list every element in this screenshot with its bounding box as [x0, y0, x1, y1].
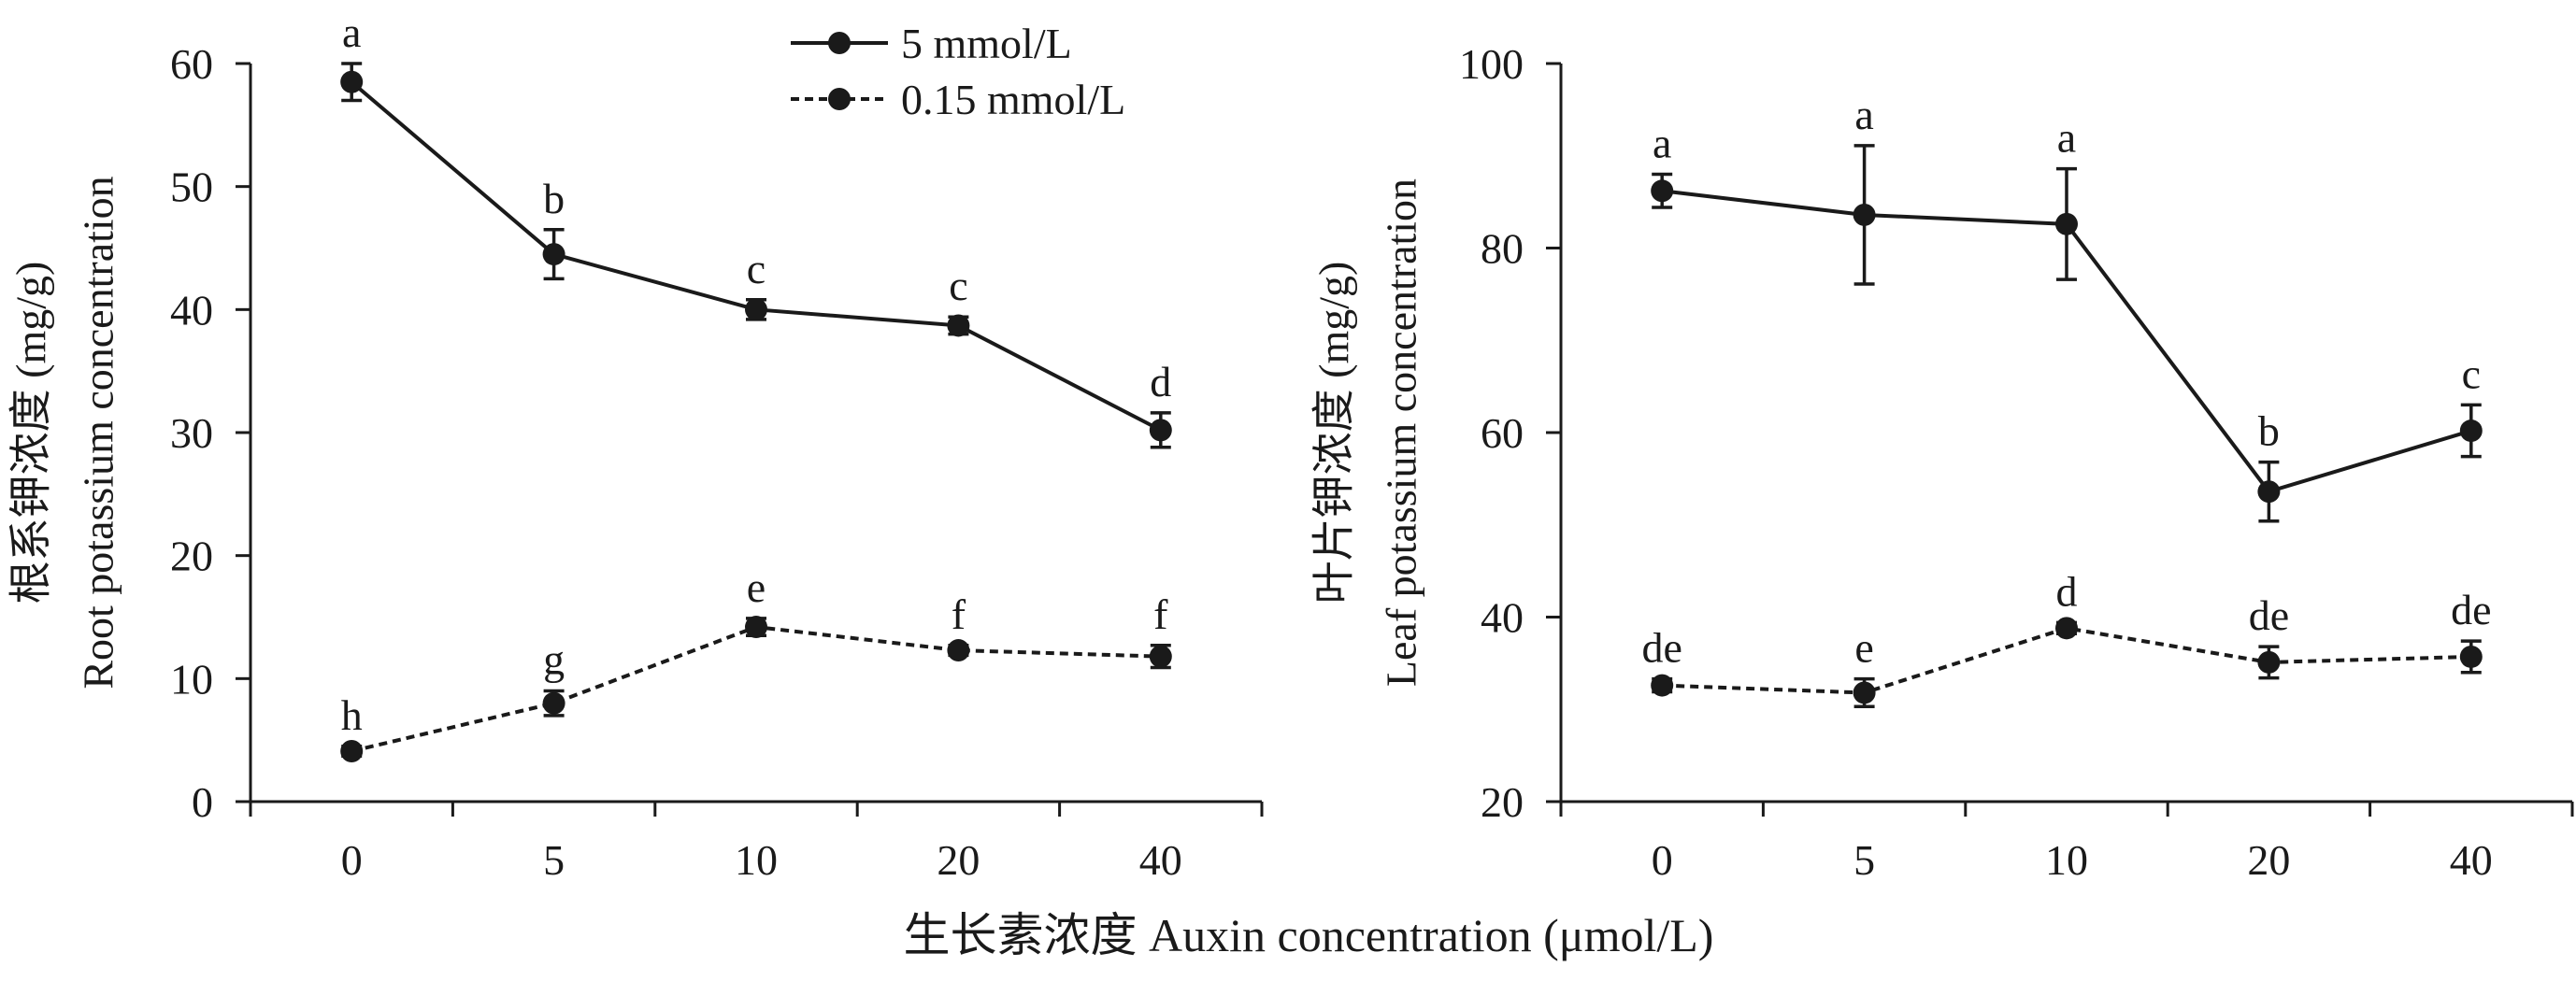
y-tick-label: 60 [1481, 409, 1524, 457]
data-point [1853, 203, 1876, 226]
significance-letter: c [949, 262, 967, 309]
y-tick-label: 40 [170, 286, 213, 334]
data-point [947, 314, 970, 337]
data-point [2459, 645, 2483, 668]
data-point [1149, 645, 1172, 668]
y-axis-label-en: Root potassium concentration [75, 176, 122, 689]
x-axis-label: 生长素浓度 Auxin concentration (μmol/L) [904, 909, 1714, 961]
data-point [1651, 674, 1674, 697]
significance-letter: a [1854, 91, 1873, 138]
data-point [2257, 650, 2281, 674]
y-axis-label-cn: 叶片钾浓度 (mg/g) [1310, 262, 1358, 604]
data-point [1149, 419, 1172, 442]
legend-label: 0.15 mmol/L [901, 76, 1125, 123]
data-point [947, 639, 970, 662]
significance-letter: b [543, 175, 565, 222]
leaf-panel: 20 40 60 80 100 0 5 10 20 40 叶片钾浓度 (mg/g) Leaf pota… [1310, 40, 2574, 884]
significance-letter: h [341, 691, 363, 739]
legend-label: 5 mmol/L [901, 20, 1072, 67]
y-tick-label: 100 [1459, 40, 1524, 88]
significance-letter: de [1641, 624, 1682, 672]
data-point [1853, 681, 1876, 704]
significance-letter: d [1150, 358, 1171, 405]
significance-letter: e [747, 563, 766, 611]
significance-letter: a [342, 8, 361, 56]
y-tick-label: 60 [170, 40, 213, 88]
x-tick-label: 0 [1652, 836, 1673, 884]
data-point [1651, 179, 1674, 203]
x-tick-label: 40 [2450, 836, 2493, 884]
data-point [745, 298, 767, 321]
significance-letter: a [2057, 114, 2076, 162]
y-tick-label: 40 [1481, 594, 1524, 642]
data-point [745, 616, 767, 639]
data-point [2055, 212, 2078, 235]
significance-letter: c [2462, 349, 2481, 397]
significance-letter: f [952, 590, 966, 638]
data-point [542, 243, 565, 266]
significance-letter: d [2056, 567, 2078, 615]
significance-letter: de [2451, 586, 2491, 633]
x-tick-label: 10 [735, 836, 778, 884]
significance-letter: c [747, 245, 766, 292]
x-tick-label: 20 [2247, 836, 2290, 884]
legend-marker [828, 88, 851, 110]
data-point [340, 740, 364, 763]
y-tick-label: 30 [170, 409, 213, 457]
x-tick-label: 40 [1139, 836, 1182, 884]
data-point [2459, 419, 2483, 443]
series-line-low [351, 624, 1161, 753]
y-tick-label: 80 [1481, 225, 1524, 273]
data-point [340, 70, 364, 93]
y-tick-label: 20 [1481, 778, 1524, 826]
x-tick-label: 0 [341, 836, 363, 884]
y-axis-label-en: Leaf potassium concentration [1378, 178, 1425, 687]
y-tick-label: 10 [170, 655, 213, 703]
y-tick-label: 0 [192, 778, 213, 826]
significance-letter: g [543, 636, 565, 684]
significance-letter: e [1854, 624, 1873, 672]
x-tick-label: 5 [543, 836, 565, 884]
data-point [2257, 480, 2281, 504]
x-tick-label: 10 [2045, 836, 2088, 884]
significance-letter: f [1153, 590, 1168, 638]
legend-marker [828, 32, 851, 54]
data-point [2055, 617, 2078, 640]
significance-letter: de [2249, 591, 2289, 639]
y-tick-label: 50 [170, 164, 213, 211]
x-tick-label: 20 [937, 836, 980, 884]
data-point [542, 691, 565, 715]
root-panel: 0 10 20 30 40 50 60 0 5 10 20 40 根系钾浓度 (mg/g) Root po… [7, 8, 1264, 884]
x-tick-label: 5 [1853, 836, 1875, 884]
legend: 5 mmol/L 0.15 mmol/L [791, 20, 1125, 123]
y-axis-label-cn: 根系钾浓度 (mg/g) [7, 262, 55, 604]
significance-letter: a [1653, 120, 1671, 167]
significance-letter: b [2258, 407, 2280, 455]
y-tick-label: 20 [170, 533, 213, 580]
